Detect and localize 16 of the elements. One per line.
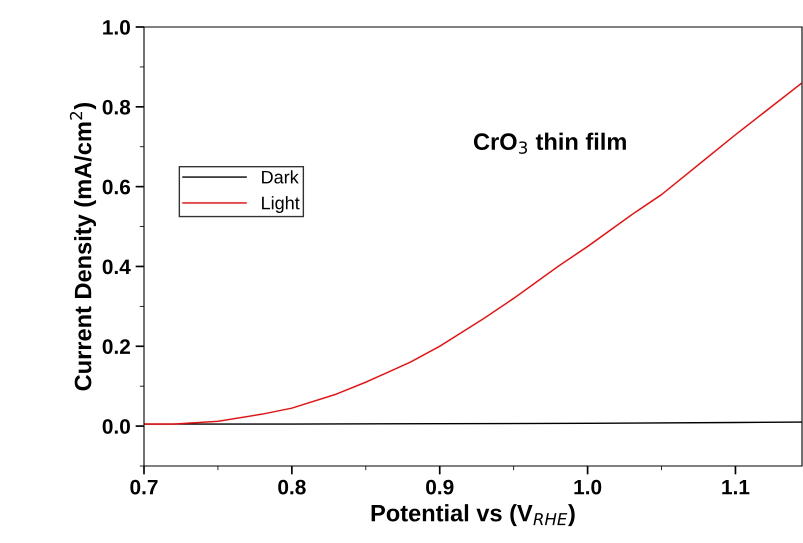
- y-tick-label: 1.0: [103, 20, 130, 35]
- x-tick-label: 1.1: [722, 480, 750, 494]
- y-tick-label: 0.6: [102, 180, 130, 194]
- x-tick-label: 0.8: [278, 480, 306, 494]
- x-tick-label: 0.9: [426, 480, 454, 494]
- y-tick-label: 0.4: [102, 259, 131, 274]
- x-tick-label: 1.0: [574, 480, 602, 494]
- x-tick-label: 0.7: [130, 480, 158, 494]
- y-tick-label: 0.8: [102, 100, 130, 115]
- legend-label: Light: [262, 196, 300, 213]
- annotation: CrO$_{3}$ thin film: [474, 132, 626, 154]
- y-tick-label: 0.0: [102, 419, 130, 434]
- x-axis-title: Potential vs (V$_{RHE}$): [372, 504, 575, 526]
- legend-label: Dark: [262, 170, 299, 184]
- y-axis-title: Current Density (mA/cm$^{2}$): [70, 103, 96, 390]
- y-tick-label: 0.2: [102, 339, 130, 354]
